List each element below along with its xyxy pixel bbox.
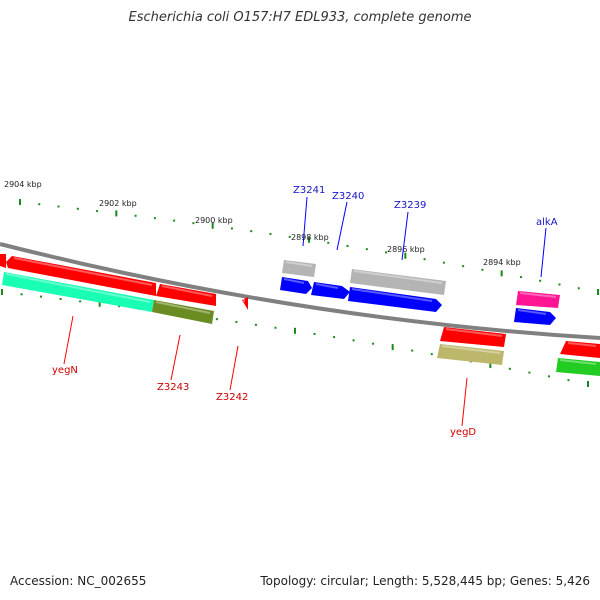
gene-labels: Z3241 Z3240 Z3239 alkA yegN Z3243 Z3242 yegD (52, 185, 558, 438)
gene-arrow-Z3243-sheen (155, 301, 211, 314)
gene-arrow-khaki-sheen (441, 345, 501, 354)
gene-arrow-blue-sheen (315, 283, 339, 289)
gene-arrow-alkA-sheen (519, 292, 557, 298)
gene-label: yegD (450, 427, 476, 438)
gene-arrow-alkA (516, 291, 560, 308)
gene-arrow-red-sheen (567, 342, 597, 347)
leader-line-blue (540, 227, 547, 278)
gene-arrow-Z3239-sheen (351, 288, 433, 302)
outer-scale-ticks (19, 199, 599, 295)
gene-label: Z3241 (293, 185, 325, 196)
gene-label: Z3240 (332, 191, 364, 202)
gene-arrow-teal (2, 272, 154, 312)
leader-line-red (229, 345, 239, 391)
scale-label: 2896 kbp (387, 245, 425, 254)
scale-label: 2904 kbp (4, 180, 42, 189)
gene-arrow-Z3240 (280, 277, 312, 294)
gene-label: Z3242 (216, 392, 248, 403)
gene-arrow-grey (350, 269, 446, 295)
gene-arrow-red (560, 341, 600, 358)
gene-label: Z3243 (157, 382, 189, 393)
gene-arrow-Z3240-sheen (283, 278, 305, 284)
label-leader-lines (63, 196, 547, 427)
gene-arrow-green-sheen (559, 359, 597, 365)
gene-arrow-Z3243 (152, 300, 214, 324)
gene-label: Z3239 (394, 200, 426, 211)
scale-label: 2898 kbp (291, 233, 329, 242)
gene-arrow-blue (514, 308, 556, 325)
footer-accession: Accession: NC_002655 (10, 574, 147, 588)
map-title: Escherichia coli O157:H7 EDL933, complet… (128, 10, 472, 25)
gene-arrow-red (156, 284, 216, 306)
leader-line-red (63, 315, 74, 365)
footer-genome-info: Topology: circular; Length: 5,528,445 bp… (260, 574, 590, 588)
gene-arrow-red (0, 254, 6, 268)
gene-arrow-blue-sheen (517, 309, 547, 315)
gene-label: alkA (536, 217, 558, 228)
gene-arrow-Z3242 (242, 297, 248, 310)
gene-arrow-yegN-sheen (13, 257, 153, 286)
gene-arrow-yegD (440, 327, 506, 347)
gene-arrow-Z3241-sheen (285, 261, 313, 267)
leader-line-blue (336, 201, 348, 251)
gene-arrow-grey-sheen (353, 270, 443, 284)
genome-backbone (0, 242, 600, 340)
gene-label: yegN (52, 365, 78, 376)
leader-line-red (170, 334, 181, 381)
leader-line-blue (401, 211, 409, 261)
scale-label: 2900 kbp (195, 216, 233, 225)
leader-line-red (461, 377, 468, 427)
gene-arrow-blue (311, 282, 350, 299)
scale-label: 2902 kbp (99, 199, 137, 208)
gene-arrow-green (556, 358, 600, 376)
gene-arrow-yegD-sheen (445, 328, 503, 337)
leader-line-blue (302, 196, 308, 247)
gene-arrow-teal-sheen (5, 273, 151, 303)
gene-features (0, 254, 600, 376)
gene-arrow-red-sheen (161, 285, 213, 297)
gene-arrow-Z3239 (348, 287, 442, 312)
scale-labels: 2904 kbp 2902 kbp 2900 kbp 2898 kbp 2896 kbp… (4, 180, 521, 267)
scale-label: 2894 kbp (483, 258, 521, 267)
gene-arrow-Z3241 (282, 260, 316, 277)
gene-arrow-khaki (437, 344, 504, 365)
gene-arrow-yegN (6, 256, 156, 296)
